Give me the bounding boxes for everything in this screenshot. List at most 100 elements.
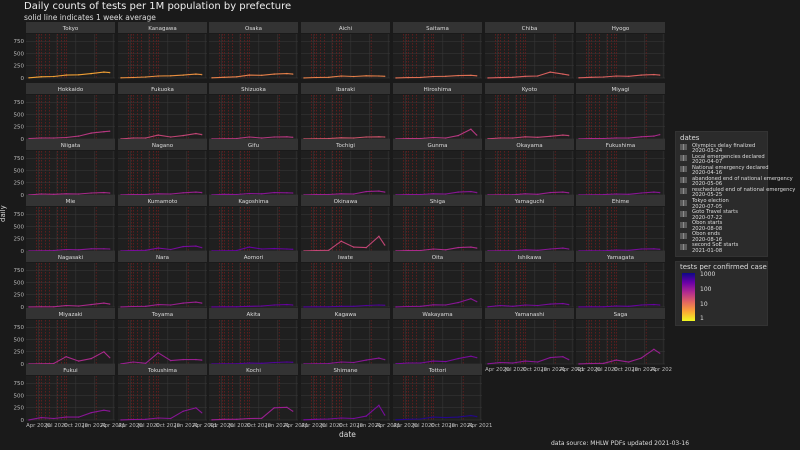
x-tick-label: Jan 2021 [174, 423, 198, 429]
y-tick-label: 750 [14, 100, 25, 106]
dates-legend-entry: 2020-07-05 [692, 203, 723, 210]
facet-label: Fukuoka [151, 87, 174, 93]
dates-legend-entry: Obon starts [692, 220, 723, 227]
date-marker-swatch [680, 232, 687, 239]
dates-legend-entry: 2020-07-22 [692, 214, 723, 221]
series-line [303, 357, 385, 365]
facet-strip [393, 364, 482, 375]
x-tick-label: Apr 2020 [26, 423, 51, 429]
facet-label: Miyazaki [59, 312, 83, 318]
dates-legend-entry: Local emergencies declared [692, 153, 765, 160]
x-tick-label: Oct 2020 [523, 367, 548, 373]
series-line [28, 130, 110, 140]
y-tick-label: 250 [14, 406, 25, 412]
facet-label: Ibaraki [336, 87, 355, 93]
series-line [395, 246, 477, 252]
facet-panel: Gunma [393, 139, 482, 196]
facet-strip [393, 195, 482, 206]
facet-strip [301, 22, 390, 33]
facet-strip [26, 364, 115, 375]
date-marker-swatch [680, 221, 687, 228]
facet-strip [485, 308, 574, 319]
x-tick-label: Jul 2020 [228, 423, 251, 429]
y-tick-label: 500 [14, 337, 25, 343]
date-marker-swatch [680, 144, 687, 150]
facet-strip [576, 308, 665, 319]
x-tick-label: Oct 2020 [156, 423, 181, 429]
colorbar [682, 273, 695, 321]
x-tick-label: Apr 2021 [284, 423, 308, 429]
series-line [211, 361, 293, 365]
y-tick-label: 750 [14, 39, 25, 45]
facet-panel: Aichi [301, 22, 390, 79]
facet-label: Kochi [246, 368, 261, 374]
x-tick-label: Jan 2021 [82, 423, 106, 429]
facet-label: Akita [246, 312, 260, 318]
dates-legend-entry: 2020-04-07 [692, 159, 723, 166]
y-tick-label: 250 [14, 181, 25, 187]
facet-label: Hiroshima [424, 87, 452, 93]
x-tick-label: Apr 2020 [576, 367, 601, 373]
facet-strip [26, 308, 115, 319]
facet-label: Niigata [61, 143, 81, 149]
date-marker-swatch [680, 166, 687, 173]
facet-panel: Iwate [301, 251, 390, 308]
x-tick-label: Oct 2020 [431, 423, 456, 429]
dates-legend-entry: 2020-08-16 [692, 236, 723, 243]
facet-panel: Yamaguchi [485, 195, 574, 252]
x-tick-label: Apr 2021 [193, 423, 217, 429]
y-tick-label: 500 [14, 224, 25, 230]
facet-label: Kagoshima [238, 199, 268, 205]
facet-label: Kyoto [522, 87, 538, 93]
series-line [211, 304, 293, 308]
facet-strip [301, 195, 390, 206]
ratio-legend-title: tests per confirmed case [680, 263, 767, 271]
x-tick-label: Apr 2021 [101, 423, 125, 429]
y-tick-label: 500 [14, 280, 25, 286]
facet-label: Yamagata [606, 255, 634, 261]
series-line [303, 404, 386, 421]
facet-panel: Okayama [485, 139, 574, 196]
facet-strip [26, 22, 115, 33]
colorbar-tick: 1 [700, 315, 704, 322]
facet-panel: Miyazaki 0 250 500 750 [14, 308, 115, 368]
facet-strip [26, 139, 115, 150]
x-tick-label: Apr 2020 [393, 423, 418, 429]
facet-label: Saga [614, 312, 628, 318]
x-tick-label: Apr 2021 [376, 423, 400, 429]
series-line [120, 73, 202, 79]
facet-strip [393, 308, 482, 319]
facet-strip [301, 308, 390, 319]
facet-panel: Fukuoka [118, 83, 207, 140]
series-line [487, 134, 569, 140]
facet-panel: Nagano [118, 139, 207, 196]
x-tick-label: Jan 2021 [357, 423, 381, 429]
y-tick-label: 750 [14, 212, 25, 218]
facet-panel: Wakayama [393, 308, 482, 365]
colorbar-tick: 1000 [700, 271, 716, 278]
facet-strip [118, 364, 207, 375]
facet-panel: Okinawa [301, 195, 390, 252]
date-marker-swatch [680, 177, 687, 184]
facet-label: Miyagi [612, 87, 630, 93]
facet-label: Gifu [248, 143, 259, 149]
facet-panel: Ibaraki [301, 83, 390, 140]
series-line [28, 302, 110, 308]
y-tick-label: 750 [14, 156, 25, 162]
facet-strip [26, 251, 115, 262]
dates-legend: dates Olympics delay finalized 2020-03-24… [675, 131, 795, 257]
dates-legend-entry: Tokyo election [692, 198, 729, 204]
facet-strip [209, 83, 298, 94]
series-line [211, 192, 293, 196]
facet-panel: Tochigi [301, 139, 390, 196]
facet-panel: Kyoto [485, 83, 574, 140]
dates-legend-title: dates [680, 134, 700, 142]
x-tick-label: Jan 2021 [449, 423, 473, 429]
series-line [578, 74, 660, 79]
series-line [578, 304, 660, 308]
ratio-legend: tests per confirmed case 1000 100 10 1 [675, 261, 768, 326]
facet-strip [209, 308, 298, 319]
date-marker-swatch [680, 199, 687, 206]
